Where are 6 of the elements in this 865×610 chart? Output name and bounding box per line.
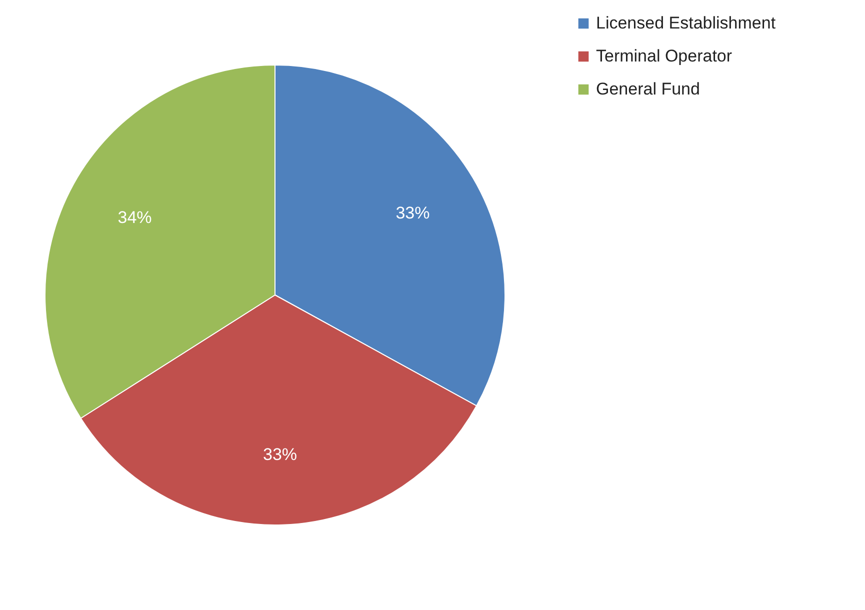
legend-label: Licensed Establishment: [596, 14, 776, 32]
data-label: 33%: [396, 204, 430, 223]
data-label: 34%: [118, 208, 152, 227]
data-label: 33%: [263, 444, 298, 464]
legend-label: General Fund: [596, 80, 700, 98]
legend-label: Terminal Operator: [596, 46, 732, 66]
